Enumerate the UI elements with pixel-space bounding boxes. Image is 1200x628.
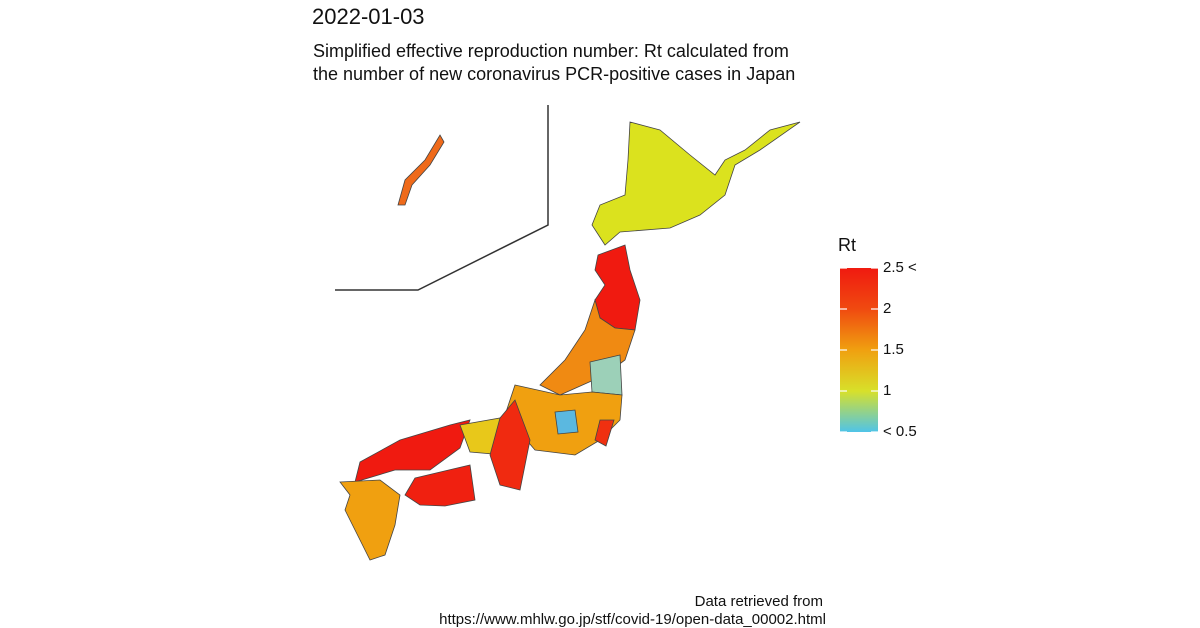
caption-line: Data retrieved from [695,593,823,610]
tokyo-area [554,409,579,435]
chiba [594,419,615,447]
tohoku-north [594,244,641,331]
title: 2022-01-03 [312,4,425,29]
kinki-south [489,399,531,491]
japan-map [335,105,801,561]
caption-line: https://www.mhlw.go.jp/stf/covid-19/open… [439,611,826,628]
shikoku [404,464,476,507]
kyushu [339,479,401,561]
legend-tick-label: < 0.5 [883,423,917,440]
legend-tick-label: 1 [883,382,891,399]
chugoku [354,419,471,483]
legend-tick-label: 2 [883,300,891,317]
inset-frame [335,105,549,291]
kanto-north [589,354,623,396]
legend-tick-label: 2.5 < [883,259,917,276]
legend-ticks: 2.5 < 2 1.5 1 < 0.5 [840,259,917,440]
okinawa [397,134,445,206]
legend-tick-label: 1.5 [883,341,904,358]
subtitle-line: the number of new coronavirus PCR-positi… [313,64,795,84]
legend-title: Rt [838,235,856,255]
hokkaido [591,121,801,246]
subtitle-line: Simplified effective reproduction number… [313,41,789,61]
